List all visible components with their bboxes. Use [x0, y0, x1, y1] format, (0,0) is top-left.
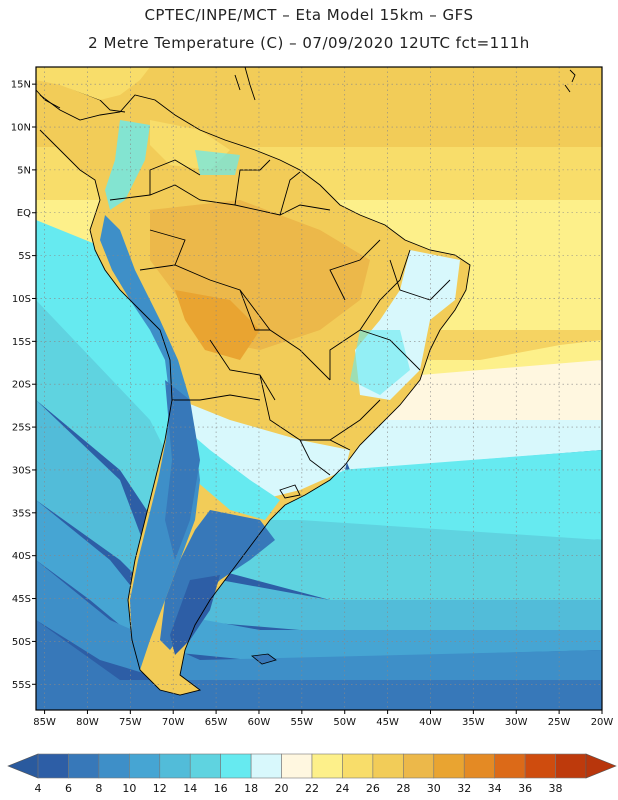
lon-tick-label: 40W: [419, 717, 442, 728]
lon-tick-label: 75W: [119, 717, 142, 728]
colorbar-swatch: [98, 753, 130, 779]
lat-tick-label: 40S: [12, 551, 31, 562]
colorbar-label: 26: [366, 782, 380, 795]
colorbar-low-arrow: [7, 753, 39, 779]
colorbar-swatch: [220, 753, 252, 779]
lon-tick-label: 55W: [291, 717, 314, 728]
colorbar-label: 18: [244, 782, 258, 795]
colorbar-label: 22: [305, 782, 319, 795]
latitude-axis: 15N 10N 5N EQ 5S 10S 15S 20S 25S 30S 35S 40S 45S 50S 5…: [11, 80, 36, 691]
lat-tick-label: EQ: [17, 208, 31, 219]
colorbar-swatch: [342, 753, 374, 779]
colorbar-swatch: [372, 753, 404, 779]
map-title-line1: CPTEC/INPE/MCT – Eta Model 15km – GFS: [144, 6, 474, 24]
map-frame: [35, 66, 603, 711]
colorbar-swatch: [433, 753, 465, 779]
colorbar-swatch: [403, 753, 435, 779]
colorbar-swatch: [463, 753, 495, 779]
lon-tick-label: 20W: [591, 717, 614, 728]
colorbar-label: 14: [183, 782, 197, 795]
colorbar-swatch: [68, 753, 100, 779]
colorbar-swatch: [129, 753, 161, 779]
lat-tick-label: 20S: [12, 380, 31, 391]
lat-tick-label: 55S: [12, 680, 31, 691]
graticule: [36, 67, 602, 710]
lon-tick-label: 25W: [548, 717, 571, 728]
lat-tick-label: 25S: [12, 423, 31, 434]
lon-tick-label: 30W: [505, 717, 528, 728]
colorbar-label: 20: [275, 782, 289, 795]
country-borders: [39, 94, 471, 696]
colorbar-swatch: [494, 753, 526, 779]
colorbar-swatch: [311, 753, 343, 779]
colorbar-label: 24: [335, 782, 349, 795]
lat-tick-label: 45S: [12, 594, 31, 605]
lon-tick-label: 65W: [205, 717, 228, 728]
lat-tick-label: 50S: [12, 637, 31, 648]
colorbar-label: 12: [153, 782, 167, 795]
colorbar-swatch: [250, 753, 282, 779]
lon-tick-label: 35W: [462, 717, 485, 728]
lon-tick-label: 70W: [162, 717, 185, 728]
colorbar-label: 30: [427, 782, 441, 795]
colorbar-label: 36: [518, 782, 532, 795]
lon-tick-label: 45W: [376, 717, 399, 728]
colorbar-label: 28: [396, 782, 410, 795]
lon-tick-label: 85W: [33, 717, 56, 728]
colorbar-swatch: [555, 753, 587, 779]
colorbar-swatch: [524, 753, 556, 779]
lon-tick-label: 60W: [248, 717, 271, 728]
lat-tick-label: 15S: [12, 337, 31, 348]
colorbar-label: 34: [488, 782, 502, 795]
map-field: [36, 67, 602, 710]
colorbar-label: 38: [549, 782, 563, 795]
colorbar-swatch: [159, 753, 191, 779]
colorbar-label: 16: [214, 782, 228, 795]
lat-tick-label: 15N: [11, 80, 31, 91]
colorbar-label: 6: [65, 782, 72, 795]
map-title-line2: 2 Metre Temperature (C) – 07/09/2020 12U…: [88, 34, 530, 52]
temperature-colorbar: 4 6 8 10 12 14 16 18 20 22 24 26 28 30 32 34 36 38: [7, 753, 617, 795]
colorbar-swatch: [37, 753, 69, 779]
lat-tick-label: 5S: [18, 251, 31, 262]
colorbar-swatch: [189, 753, 221, 779]
colorbar-label: 4: [35, 782, 42, 795]
lat-tick-label: 10S: [12, 294, 31, 305]
colorbar-label: 8: [95, 782, 102, 795]
lon-tick-label: 80W: [76, 717, 99, 728]
lat-tick-label: 10N: [11, 123, 31, 134]
colorbar-high-arrow: [585, 753, 617, 779]
lon-tick-label: 50W: [333, 717, 356, 728]
longitude-axis: 85W 80W 75W 70W 65W 60W 55W 50W 45W 40W 35W 30W 25W 2…: [33, 710, 613, 728]
lat-tick-label: 30S: [12, 465, 31, 476]
colorbar-label: 10: [122, 782, 136, 795]
lat-tick-label: 35S: [12, 508, 31, 519]
lat-tick-label: 5N: [17, 165, 31, 176]
colorbar-label: 32: [457, 782, 471, 795]
colorbar-swatch: [281, 753, 313, 779]
